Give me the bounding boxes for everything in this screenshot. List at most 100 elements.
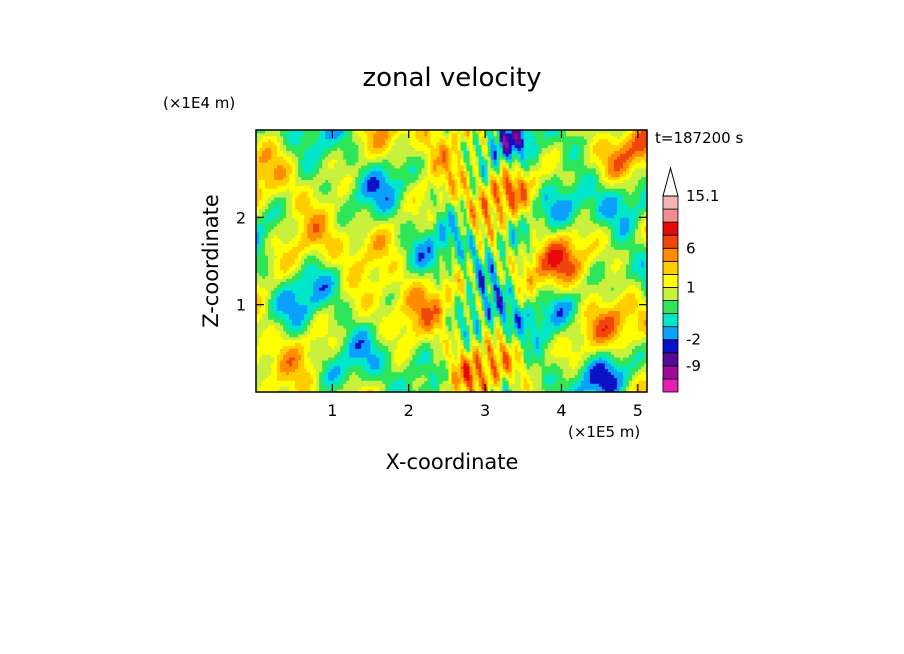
heatmap-cell [556,348,561,352]
heatmap-cell [475,368,480,373]
heatmap-cell [589,354,594,358]
heatmap-cell [565,281,570,285]
heatmap-cell [577,325,582,329]
heatmap-cell [598,383,603,387]
heatmap-cell [598,316,603,320]
heatmap-cell [457,380,462,384]
heatmap-cell [298,357,302,361]
heatmap-cell [403,359,407,364]
heatmap-cell [571,351,576,355]
heatmap-cell [292,365,296,370]
heatmap-cell [547,287,552,291]
heatmap-cell [256,278,260,282]
heatmap-cell [325,339,329,344]
heatmap-cell [352,386,356,390]
heatmap-cell [307,389,311,392]
heatmap-cell [343,380,347,384]
heatmap-cell [310,313,314,317]
heatmap-cell [574,368,579,373]
heatmap-cell [571,336,576,341]
heatmap-cell [406,336,410,341]
heatmap-cell [331,298,335,303]
heatmap-cell [553,365,558,370]
heatmap-cell [397,281,401,285]
heatmap-cell [556,313,561,317]
heatmap-cell [301,298,305,303]
heatmap-cell [454,301,459,306]
heatmap-cell [517,333,522,338]
heatmap-cell [643,362,647,367]
heatmap-cell [586,354,591,358]
heatmap-cell [559,316,564,320]
heatmap-cell [550,327,555,332]
heatmap-cell [496,342,501,346]
heatmap-cell [613,336,618,341]
heatmap-cell [511,333,516,338]
heatmap-cell [535,336,540,341]
heatmap-cell [295,389,299,392]
heatmap-cell [592,354,597,358]
heatmap-cell [298,322,302,326]
heatmap-cell [580,307,585,311]
heatmap-cell [595,383,600,387]
heatmap-cell [553,322,558,326]
heatmap-cell [394,354,398,358]
heatmap-cell [454,310,459,314]
heatmap-cell [289,290,293,294]
heatmap-cell [277,342,281,346]
heatmap-cell [628,304,633,309]
heatmap-cell [352,301,356,306]
heatmap-cell [280,316,284,320]
heatmap-cell [295,313,299,317]
heatmap-cell [445,301,449,306]
heatmap-cell [496,333,501,338]
heatmap-cell [307,351,311,355]
heatmap-cell [307,362,311,367]
heatmap-cell [340,348,344,352]
heatmap-cell [538,307,543,311]
heatmap-cell [337,362,341,367]
heatmap-cell [484,348,489,352]
heatmap-cell [355,342,359,346]
heatmap-cell [610,354,615,358]
heatmap-cell [604,313,609,317]
heatmap-cell [262,359,266,364]
heatmap-cell [469,301,474,306]
heatmap-cell [451,383,456,387]
heatmap-cell [532,389,537,392]
heatmap-cell [322,377,326,381]
heatmap-cell [301,339,305,344]
heatmap-cell [532,348,537,352]
heatmap-cell [601,342,606,346]
heatmap-cell [370,348,374,352]
heatmap-cell [349,351,353,355]
heatmap-cell [304,339,308,344]
heatmap-cell [295,319,299,323]
heatmap-cell [466,313,471,317]
heatmap-cell [373,374,377,378]
heatmap-cell [364,371,368,376]
heatmap-cell [316,281,320,285]
heatmap-cell [604,339,609,344]
heatmap-cell [628,313,633,317]
heatmap-cell [430,380,434,384]
heatmap-cell [397,327,401,332]
heatmap-cell [268,342,272,346]
heatmap-cell [310,348,314,352]
heatmap-cell [355,278,359,282]
heatmap-cell [343,278,347,282]
heatmap-cell [475,325,480,329]
heatmap-cell [268,368,272,373]
heatmap-cell [571,380,576,384]
heatmap-cell [478,342,483,346]
heatmap-cell [553,386,558,390]
heatmap-cell [478,368,483,373]
heatmap-cell [496,319,501,323]
heatmap-cell [286,383,290,387]
heatmap-cell [352,380,356,384]
heatmap-cell [361,339,365,344]
heatmap-cell [601,389,606,392]
heatmap-cell [448,322,452,326]
heatmap-cell [625,377,630,381]
heatmap-cell [589,365,594,370]
